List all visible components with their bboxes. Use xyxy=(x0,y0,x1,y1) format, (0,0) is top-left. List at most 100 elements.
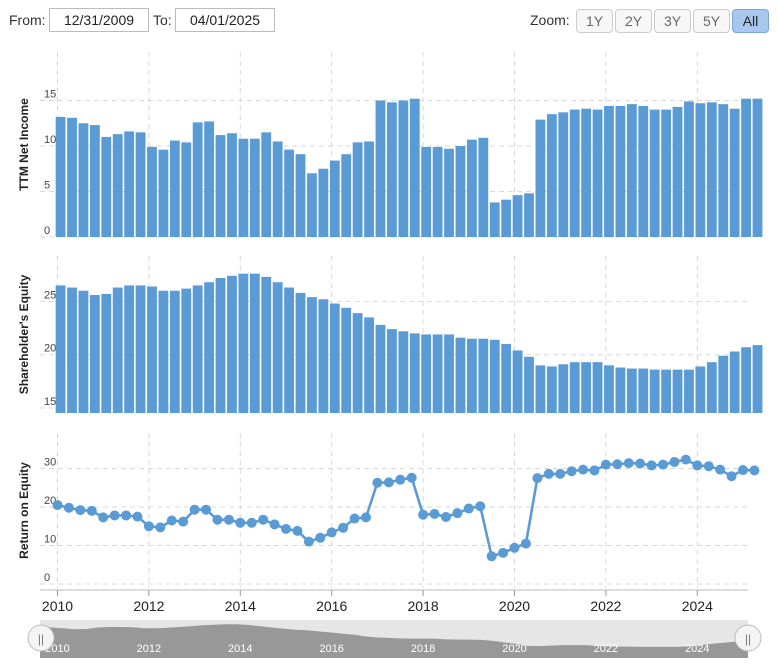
bar xyxy=(581,362,592,413)
navigator-year-label: 2024 xyxy=(685,643,709,655)
bar xyxy=(341,154,352,237)
bar xyxy=(615,367,626,413)
bar xyxy=(661,369,672,413)
bar xyxy=(55,285,66,413)
navigator-year-label: 2022 xyxy=(594,643,618,655)
bar xyxy=(706,102,717,237)
bar xyxy=(535,119,546,237)
zoom-3y-button[interactable]: 3Y xyxy=(654,9,691,33)
x-tick-label: 2010 xyxy=(42,598,73,614)
data-point xyxy=(726,471,737,482)
zoom-all-button[interactable]: All xyxy=(732,9,769,33)
bar xyxy=(501,344,512,413)
bar xyxy=(249,273,260,413)
navigator-series-area xyxy=(40,624,748,658)
y-axis-title: TTM Net Income xyxy=(17,98,31,191)
x-tick-label: 2024 xyxy=(682,598,713,614)
navigator-left-handle[interactable] xyxy=(27,624,55,652)
bar xyxy=(466,338,477,413)
bar xyxy=(398,331,409,413)
bar xyxy=(272,282,283,413)
data-point xyxy=(269,519,280,530)
navigator-year-label: 2012 xyxy=(137,643,161,655)
navigator-handle-grip-icon: || xyxy=(38,632,44,646)
data-point xyxy=(281,523,291,534)
y-tick-label: 0 xyxy=(44,225,50,237)
zoom-1y-button[interactable]: 1Y xyxy=(576,9,613,33)
data-point xyxy=(463,503,474,514)
bar xyxy=(78,123,89,237)
bar xyxy=(729,108,740,237)
bar xyxy=(261,132,272,237)
y-tick-label: 10 xyxy=(44,134,56,146)
zoom-5y-button[interactable]: 5Y xyxy=(693,9,730,33)
bar xyxy=(569,109,580,237)
bar xyxy=(604,365,614,413)
bar xyxy=(364,317,374,413)
bar xyxy=(295,154,306,237)
navigator-right-handle[interactable] xyxy=(734,624,762,652)
bar xyxy=(581,108,592,237)
bar xyxy=(307,173,317,237)
to-label: To: xyxy=(153,12,172,28)
bar xyxy=(181,288,192,413)
x-tick-label: 2016 xyxy=(316,598,347,614)
y-axis-title: Return on Equity xyxy=(17,462,31,559)
from-date-input[interactable] xyxy=(49,8,149,32)
bar xyxy=(295,292,306,413)
data-point xyxy=(406,472,417,483)
data-point xyxy=(440,512,451,523)
y-tick-label: 5 xyxy=(44,180,50,192)
x-tick-label: 2012 xyxy=(133,598,164,614)
bar xyxy=(695,366,706,413)
data-point xyxy=(383,477,394,488)
y-tick-label: 0 xyxy=(44,572,50,584)
bar xyxy=(112,134,123,237)
bar xyxy=(444,334,454,413)
to-date-input[interactable] xyxy=(175,8,275,32)
bar xyxy=(169,140,180,237)
data-point xyxy=(680,454,691,465)
data-point xyxy=(669,456,680,467)
bar xyxy=(261,276,272,413)
bar xyxy=(729,351,740,413)
bar xyxy=(455,337,466,413)
bar xyxy=(352,142,363,237)
data-point xyxy=(372,477,383,488)
data-point xyxy=(646,460,657,471)
bar xyxy=(478,338,489,413)
bar xyxy=(158,290,169,413)
bar xyxy=(318,299,329,413)
bar xyxy=(752,345,763,413)
x-tick-label: 2020 xyxy=(499,598,530,614)
data-point xyxy=(498,547,509,558)
bar xyxy=(204,121,215,237)
data-point xyxy=(349,513,360,524)
bar xyxy=(387,102,397,237)
data-point xyxy=(63,502,74,513)
bar xyxy=(101,293,112,413)
bar xyxy=(329,160,340,237)
data-point xyxy=(132,511,143,522)
data-point xyxy=(109,510,120,521)
bar xyxy=(524,193,534,237)
data-point xyxy=(178,516,189,527)
data-point xyxy=(566,466,577,477)
bar xyxy=(101,136,112,237)
bar xyxy=(592,362,603,413)
bar xyxy=(558,112,569,237)
bar xyxy=(284,287,294,413)
data-point xyxy=(189,504,200,515)
bar xyxy=(89,295,100,413)
bar xyxy=(181,142,192,237)
data-point xyxy=(223,514,234,525)
zoom-2y-button[interactable]: 2Y xyxy=(615,9,652,33)
bar xyxy=(329,303,340,413)
bar xyxy=(135,285,146,413)
bar xyxy=(55,116,66,237)
data-point xyxy=(555,468,566,479)
y-tick-label: 10 xyxy=(44,534,56,546)
bar xyxy=(478,137,489,237)
data-point xyxy=(166,515,177,526)
